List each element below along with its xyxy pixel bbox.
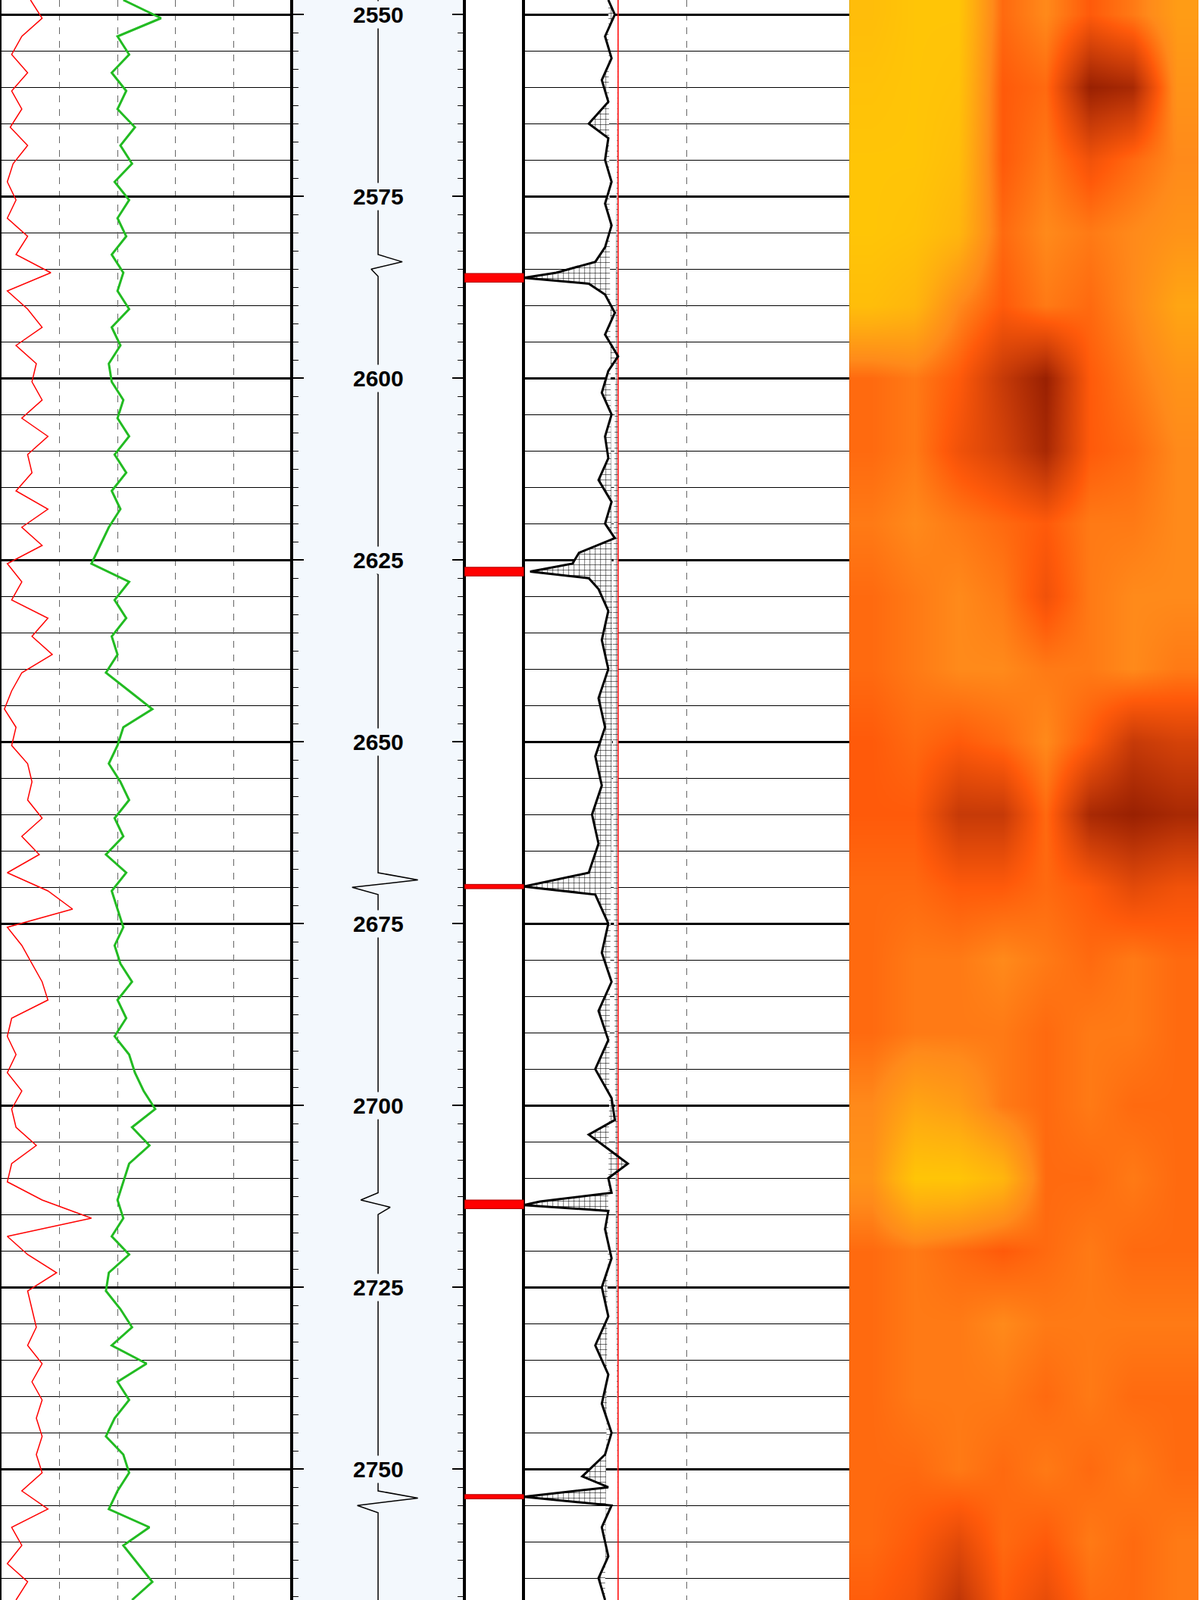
svg-text:2550: 2550 xyxy=(353,2,404,28)
svg-text:2625: 2625 xyxy=(353,547,404,573)
svg-text:2575: 2575 xyxy=(353,184,404,210)
svg-text:2675: 2675 xyxy=(353,911,404,937)
svg-text:2600: 2600 xyxy=(353,365,404,391)
svg-text:2725: 2725 xyxy=(353,1275,404,1300)
svg-text:2700: 2700 xyxy=(353,1093,404,1119)
svg-text:2650: 2650 xyxy=(353,729,404,755)
svg-text:2750: 2750 xyxy=(353,1456,404,1482)
